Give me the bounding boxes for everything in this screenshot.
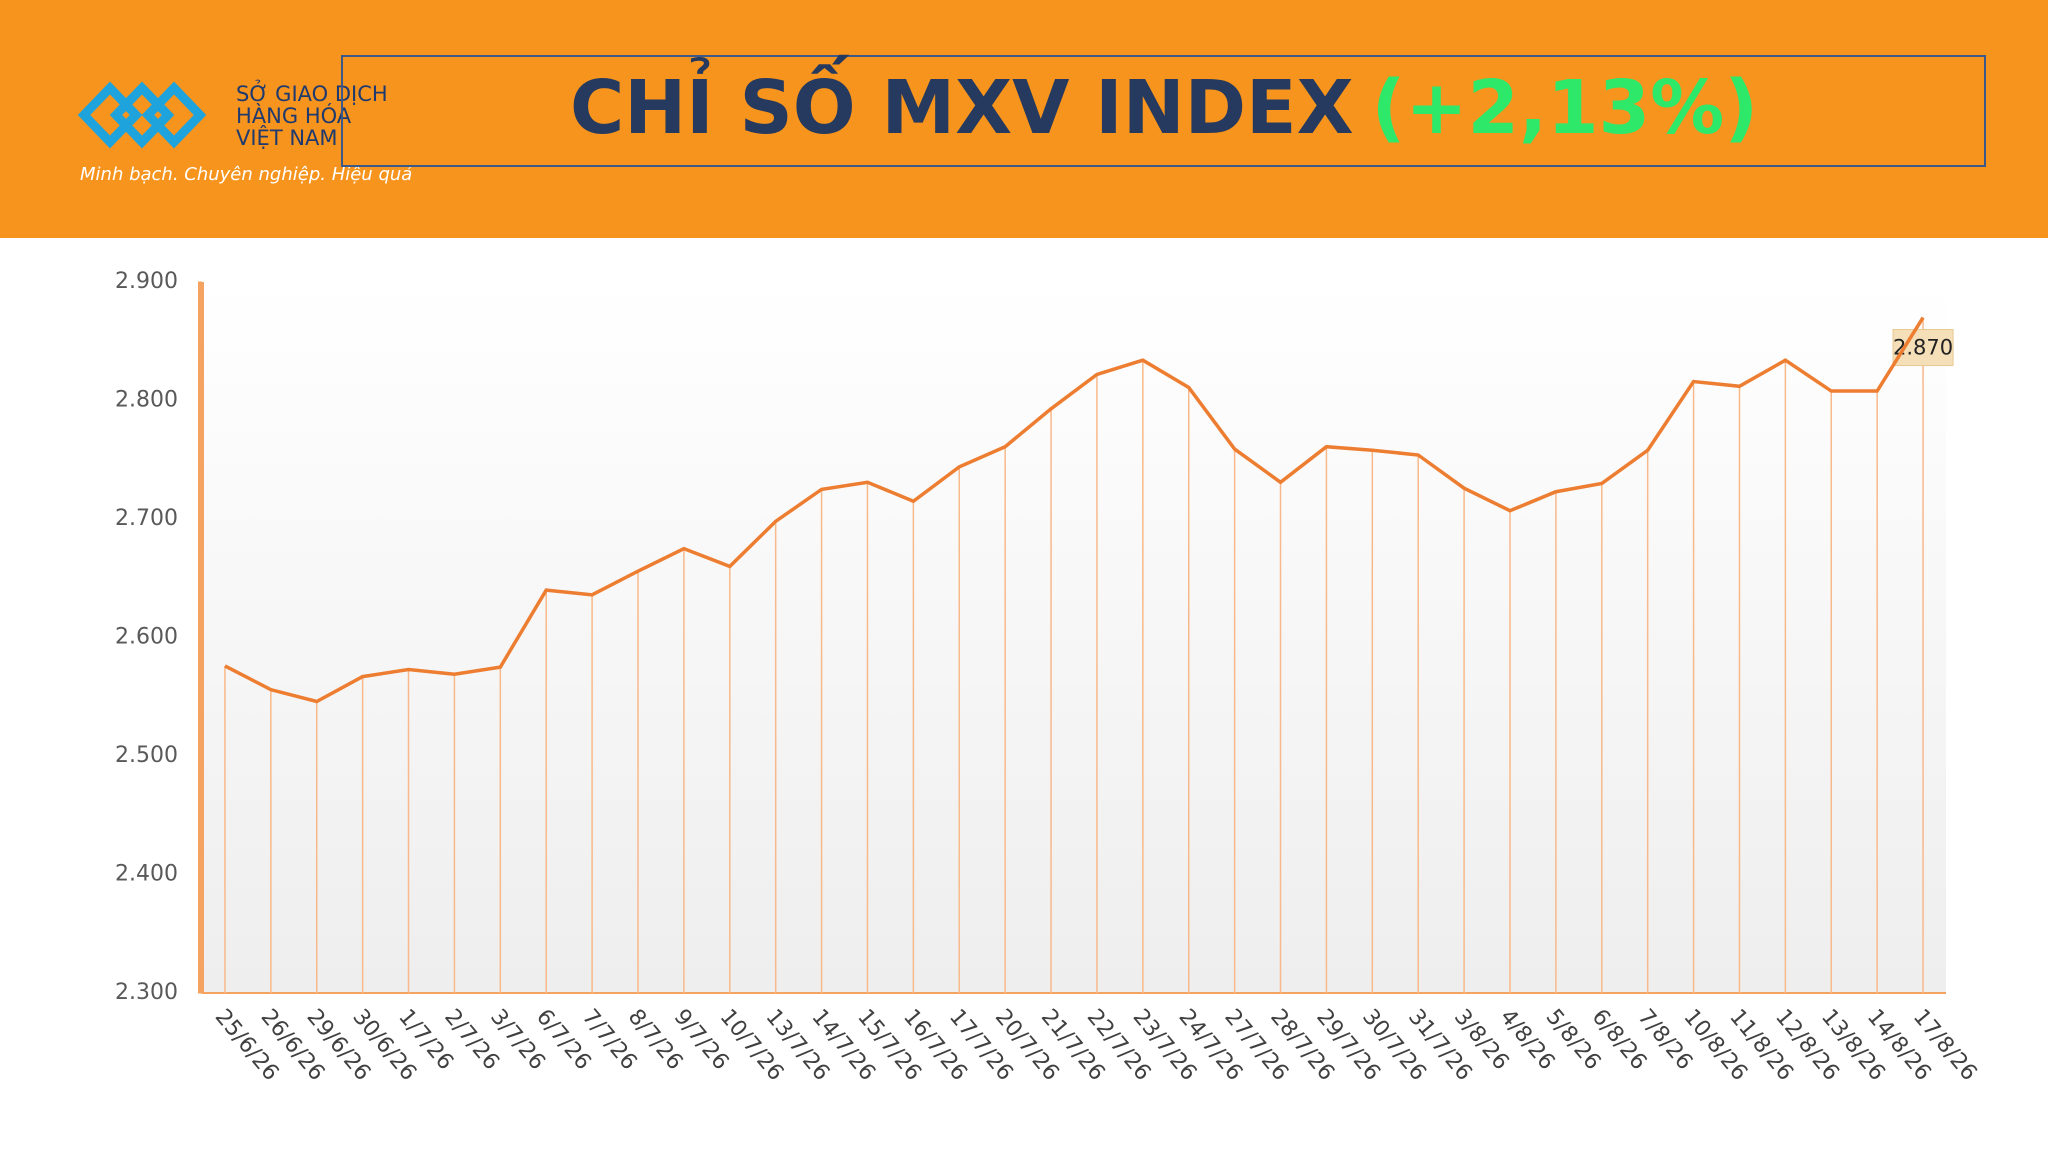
- change: (+2,13%): [1372, 65, 1758, 151]
- logo-text: SỞ GIAO DỊCH: [236, 79, 388, 106]
- index-line: [224, 316, 1925, 704]
- y-tick-label: 2.500: [115, 743, 178, 768]
- title: CHỈ SỐ MXV INDEX: [570, 54, 1354, 151]
- y-axis: [198, 282, 204, 993]
- plot-area: [202, 282, 1946, 993]
- y-tick-label: 2.800: [115, 388, 178, 413]
- logo-text: VIỆT NAM: [236, 125, 338, 150]
- logo: [77, 81, 207, 149]
- y-tick-label: 2.600: [115, 625, 178, 650]
- y-tick-label: 2.900: [115, 269, 178, 294]
- y-tick-label: 2.400: [115, 862, 178, 887]
- title-box: [341, 55, 1986, 167]
- chart-title: CHỈ SỐ MXV INDEX (+2,13%): [570, 54, 1758, 151]
- y-tick-label: 2.700: [115, 506, 178, 531]
- logo-text: HÀNG HÓA: [236, 103, 352, 128]
- slogan: Minh bạch. Chuyên nghiệp. Hiệu quả: [80, 164, 412, 185]
- y-tick-label: 2.300: [115, 980, 178, 1005]
- value-label: 2.870: [1893, 336, 1953, 360]
